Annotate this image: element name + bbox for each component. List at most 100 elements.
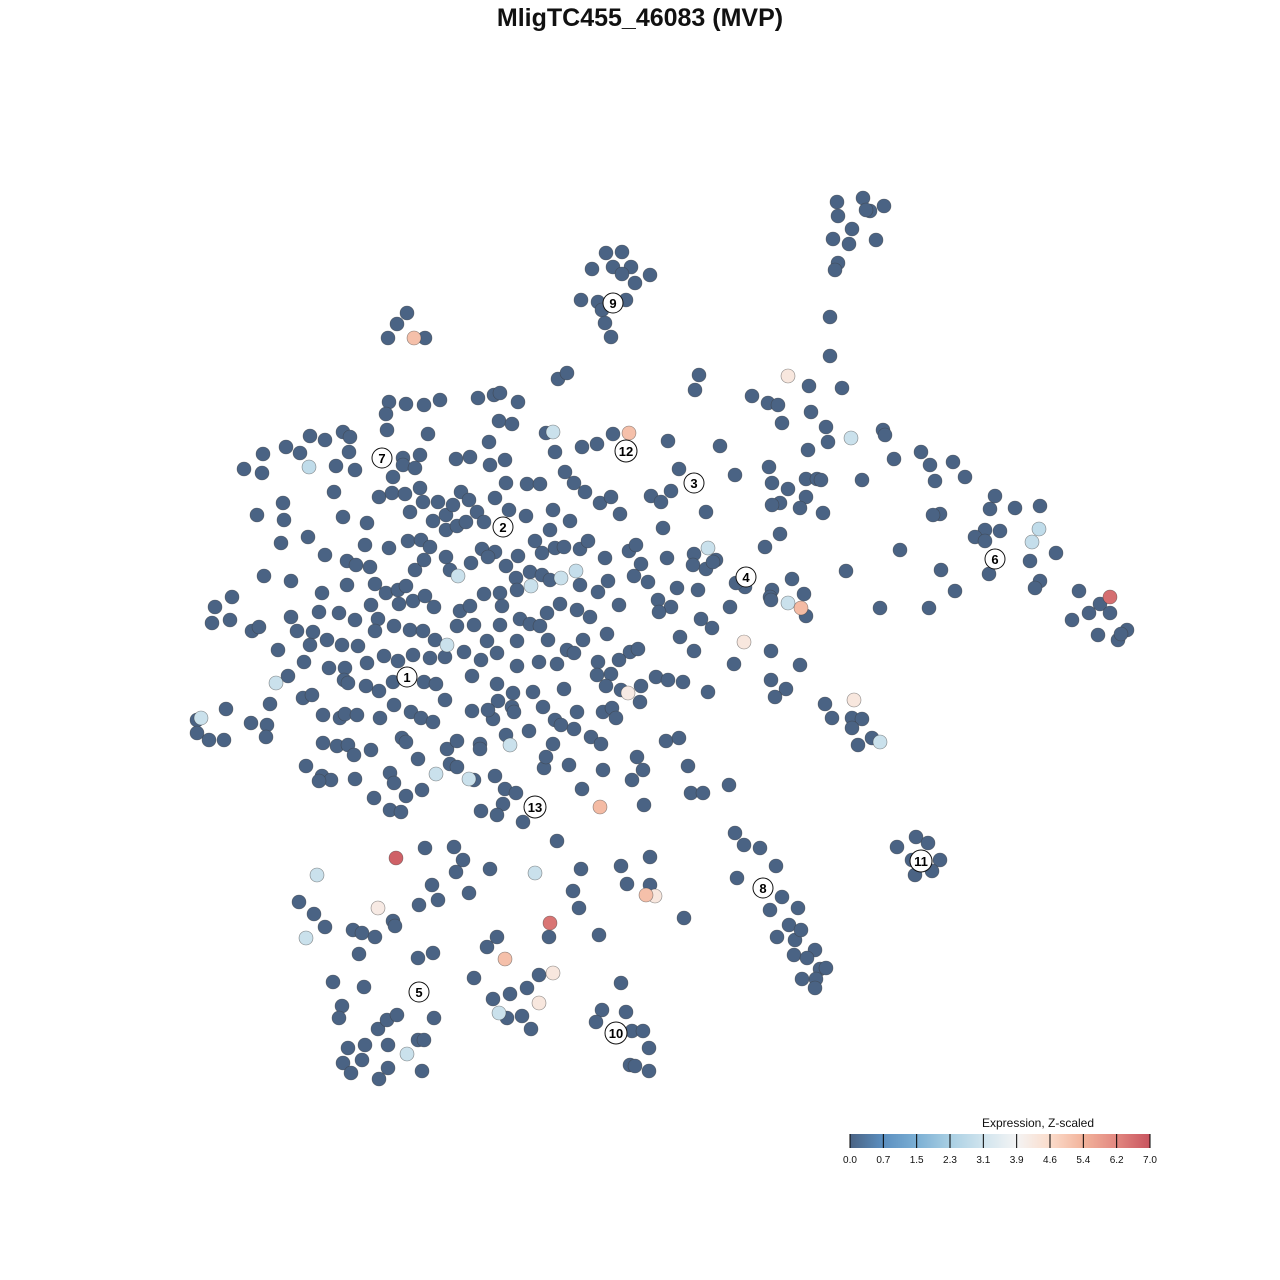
- data-point: [629, 749, 645, 765]
- data-point: [539, 605, 555, 621]
- color-legend: Expression, Z-scaled 0.0 0.7 1.5 2.3 3.1 3.9 4…: [843, 1116, 1157, 1166]
- data-point: [358, 678, 374, 694]
- data-point: [393, 804, 409, 820]
- data-point: [378, 585, 394, 601]
- data-point: [291, 894, 307, 910]
- data-point: [439, 637, 455, 653]
- data-point: [1064, 612, 1080, 628]
- data-point: [367, 929, 383, 945]
- data-point: [389, 1007, 405, 1023]
- data-point: [283, 609, 299, 625]
- data-point: [482, 457, 498, 473]
- data-point: [590, 654, 606, 670]
- data-point: [672, 629, 688, 645]
- data-point: [430, 892, 446, 908]
- data-point: [799, 950, 815, 966]
- data-point: [415, 494, 431, 510]
- data-point: [744, 388, 760, 404]
- data-point: [892, 542, 908, 558]
- data-point: [818, 419, 834, 435]
- data-point: [314, 585, 330, 601]
- data-point: [618, 1004, 634, 1020]
- cluster-label-badge: [614, 439, 638, 463]
- data-point: [422, 539, 438, 555]
- data-point: [416, 397, 432, 413]
- legend-title: Expression, Z-scaled: [982, 1116, 1094, 1130]
- data-point: [494, 598, 510, 614]
- data-point: [593, 736, 609, 752]
- data-point: [1031, 521, 1047, 537]
- data-point: [698, 504, 714, 520]
- cluster-label-text: 1: [403, 670, 410, 685]
- data-point: [695, 785, 711, 801]
- cluster-label: 13: [523, 795, 547, 819]
- data-point: [565, 883, 581, 899]
- data-point: [449, 759, 465, 775]
- data-point: [591, 927, 607, 943]
- data-point: [532, 618, 548, 634]
- data-point: [438, 549, 454, 565]
- data-point: [829, 194, 845, 210]
- data-point: [727, 825, 743, 841]
- data-point: [589, 667, 605, 683]
- data-point: [858, 202, 874, 218]
- data-point: [372, 710, 388, 726]
- data-point: [407, 562, 423, 578]
- data-point: [594, 1002, 610, 1018]
- data-point: [388, 850, 404, 866]
- data-point: [685, 557, 701, 573]
- data-point: [844, 720, 860, 736]
- data-point: [411, 897, 427, 913]
- data-point: [531, 967, 547, 983]
- data-point: [605, 426, 621, 442]
- data-point: [590, 584, 606, 600]
- data-point: [371, 683, 387, 699]
- data-point: [844, 221, 860, 237]
- data-point: [597, 315, 613, 331]
- data-point: [306, 906, 322, 922]
- data-point: [519, 980, 535, 996]
- data-point: [331, 605, 347, 621]
- legend-tick-label: 7.0: [1143, 1155, 1157, 1166]
- data-point: [416, 674, 432, 690]
- data-point: [489, 929, 505, 945]
- data-point: [317, 919, 333, 935]
- data-point: [641, 1040, 657, 1056]
- data-point: [357, 537, 373, 553]
- data-point: [653, 494, 669, 510]
- data-point: [398, 788, 414, 804]
- data-point: [571, 900, 587, 916]
- data-point: [426, 599, 442, 615]
- data-point: [424, 877, 440, 893]
- data-point: [412, 480, 428, 496]
- data-point: [566, 645, 582, 661]
- data-point: [470, 390, 486, 406]
- cluster-label-text: 6: [991, 552, 998, 567]
- data-point: [342, 429, 358, 445]
- data-point: [921, 600, 937, 616]
- data-point: [407, 460, 423, 476]
- data-point: [933, 562, 949, 578]
- data-point: [262, 696, 278, 712]
- data-point: [691, 367, 707, 383]
- data-point: [298, 930, 314, 946]
- cluster-label-text: 5: [415, 985, 422, 1000]
- data-point: [438, 507, 454, 523]
- data-point: [780, 595, 796, 611]
- data-point: [583, 729, 599, 745]
- cluster-label: 8: [752, 877, 774, 899]
- data-point: [276, 512, 292, 528]
- data-point: [255, 446, 271, 462]
- data-point: [280, 668, 296, 684]
- data-point: [1032, 498, 1048, 514]
- data-point: [553, 717, 569, 733]
- data-point: [491, 1005, 507, 1021]
- data-point: [254, 465, 270, 481]
- data-point: [315, 735, 331, 751]
- data-point: [752, 840, 768, 856]
- data-point: [523, 578, 539, 594]
- data-point: [562, 513, 578, 529]
- data-point: [412, 447, 428, 463]
- data-point: [428, 766, 444, 782]
